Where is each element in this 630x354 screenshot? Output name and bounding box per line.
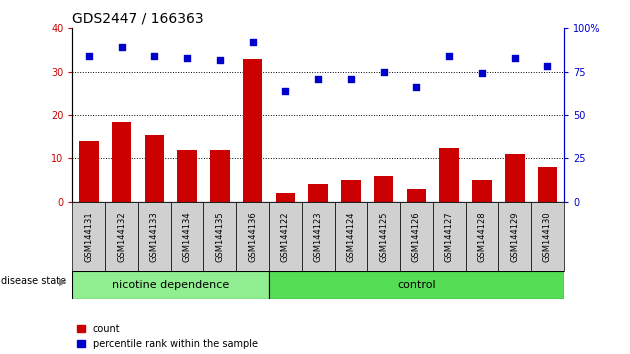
Point	[542, 64, 553, 69]
Point	[510, 55, 520, 61]
Bar	[531, 202, 564, 271]
Text: GSM144136: GSM144136	[248, 211, 257, 262]
Bar	[308, 184, 328, 202]
Text: nicotine dependence: nicotine dependence	[112, 280, 229, 290]
Text: ▶: ▶	[59, 276, 66, 286]
Bar	[472, 180, 492, 202]
Bar	[466, 202, 498, 271]
Bar	[275, 193, 295, 202]
Text: GSM144123: GSM144123	[314, 211, 323, 262]
Text: GSM144134: GSM144134	[183, 211, 192, 262]
Bar	[144, 135, 164, 202]
Text: GSM144125: GSM144125	[379, 211, 388, 262]
Bar	[433, 202, 466, 271]
Bar	[335, 202, 367, 271]
Bar	[374, 176, 394, 202]
Bar	[406, 189, 427, 202]
Point	[346, 76, 356, 81]
Bar	[243, 59, 263, 202]
Bar	[341, 180, 361, 202]
Bar	[498, 202, 531, 271]
Text: GSM144133: GSM144133	[150, 211, 159, 262]
Point	[84, 53, 94, 59]
Bar	[400, 202, 433, 271]
Bar	[79, 141, 99, 202]
Text: control: control	[397, 280, 436, 290]
Bar	[537, 167, 558, 202]
Legend: count, percentile rank within the sample: count, percentile rank within the sample	[77, 324, 258, 349]
Point	[379, 69, 389, 75]
Point	[117, 45, 127, 50]
Bar	[367, 202, 400, 271]
Point	[182, 55, 192, 61]
Point	[477, 70, 487, 76]
Text: GSM144124: GSM144124	[346, 211, 355, 262]
Text: GSM144128: GSM144128	[478, 211, 486, 262]
Bar	[112, 121, 132, 202]
Bar	[302, 202, 335, 271]
Bar	[236, 202, 269, 271]
Text: GSM144130: GSM144130	[543, 211, 552, 262]
Text: GSM144127: GSM144127	[445, 211, 454, 262]
Bar	[203, 202, 236, 271]
Bar	[439, 148, 459, 202]
Bar	[269, 271, 564, 299]
Bar	[505, 154, 525, 202]
Bar	[171, 202, 203, 271]
Point	[248, 39, 258, 45]
Bar	[72, 202, 105, 271]
Bar	[105, 202, 138, 271]
Bar	[269, 202, 302, 271]
Text: GSM144129: GSM144129	[510, 211, 519, 262]
Point	[411, 85, 421, 90]
Point	[215, 57, 225, 62]
Point	[313, 76, 323, 81]
Text: disease state: disease state	[1, 276, 66, 286]
Text: GSM144126: GSM144126	[412, 211, 421, 262]
Bar	[210, 150, 230, 202]
Text: GDS2447 / 166363: GDS2447 / 166363	[72, 12, 204, 26]
Point	[280, 88, 290, 93]
Point	[444, 53, 454, 59]
Text: GSM144132: GSM144132	[117, 211, 126, 262]
Bar	[177, 150, 197, 202]
Text: GSM144135: GSM144135	[215, 211, 224, 262]
Point	[149, 53, 159, 59]
Bar	[138, 202, 171, 271]
Text: GSM144122: GSM144122	[281, 211, 290, 262]
Text: GSM144131: GSM144131	[84, 211, 93, 262]
Bar	[72, 271, 269, 299]
